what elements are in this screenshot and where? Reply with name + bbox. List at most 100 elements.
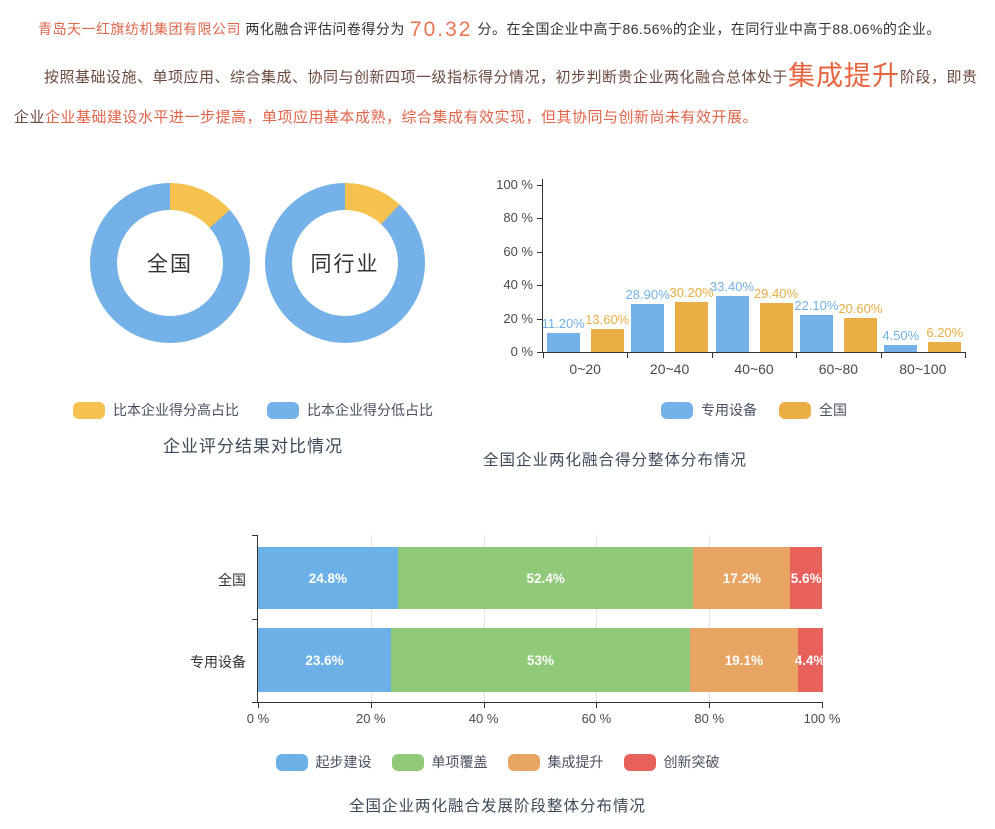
legend-swatch [391, 753, 424, 771]
legend-label: 比本企业得分高占比 [113, 402, 239, 418]
stacked-bar-row: 24.8% 52.4% 17.2% 5.6% [258, 547, 822, 609]
x-axis-tick-label: 0 % [246, 711, 270, 726]
legend-item[interactable]: 单项覆盖 [391, 752, 488, 772]
x-axis-tick [965, 352, 966, 358]
y-axis-tick-label: 20 % [503, 310, 533, 326]
segment-value-label: 19.1% [724, 652, 764, 668]
stacked-bar-segment: 5.6% [790, 547, 822, 609]
donut-hole: 全国 [117, 210, 223, 316]
x-axis-category-label: 80~100 [899, 361, 947, 377]
gridline [370, 535, 372, 702]
y-axis-tick-label: 80 % [503, 210, 533, 226]
legend-item[interactable]: 起步建设 [275, 752, 372, 772]
legend-label: 创新突破 [663, 754, 720, 770]
legend-label: 专用设备 [701, 402, 757, 418]
x-axis-tick [370, 702, 372, 708]
legend-item[interactable]: 专用设备 [661, 400, 757, 420]
x-axis-line [542, 352, 966, 353]
segment-value-label: 5.6% [790, 570, 822, 586]
donut-center-label: 同行业 [310, 253, 380, 276]
stacked-bar-segment: 53% [391, 628, 690, 692]
legend-swatch [73, 401, 105, 419]
y-axis-tick [252, 702, 258, 703]
x-axis-tick [596, 702, 598, 708]
company-name: 青岛天一红旗纺机集团有限公司 [38, 21, 241, 37]
bar-chart-legend: 专用设备 全国 [543, 400, 965, 420]
y-axis-tick-label: 100 % [496, 177, 533, 192]
y-axis-tick [252, 618, 258, 620]
legend-swatch [623, 753, 656, 771]
bar-chart-title: 全国企业两化融合得分整体分布情况 [482, 452, 748, 469]
legend-item[interactable]: 创新突破 [623, 752, 720, 772]
legend-swatch [507, 753, 540, 771]
bar [759, 302, 793, 352]
segment-value-label: 52.4% [526, 570, 565, 586]
bar [590, 329, 624, 352]
donut-chart-legend: 比本企业得分高占比 比本企业得分低占比 [23, 400, 483, 420]
bar [843, 317, 877, 352]
y-axis-tick [537, 285, 543, 287]
x-axis-tick [822, 702, 823, 708]
legend-label: 起步建设 [315, 754, 372, 770]
bar [799, 315, 833, 352]
y-axis-tick [537, 185, 543, 186]
x-axis-tick [483, 702, 485, 708]
bar-value-label: 20.60% [838, 300, 883, 316]
y-axis-tick [537, 218, 543, 220]
score-unit-text: 分。 [477, 21, 507, 37]
legend-swatch [661, 401, 693, 419]
assessment-stage-text: 集成提升 [788, 61, 901, 91]
bar [884, 344, 918, 352]
y-axis-tick-label: 40 % [503, 277, 533, 293]
legend-label: 单项覆盖 [431, 754, 488, 770]
x-axis-tick [880, 352, 882, 358]
bar [675, 301, 709, 352]
x-axis-tick [796, 352, 798, 358]
x-axis-category-label: 20~40 [649, 361, 690, 377]
x-axis-tick-label: 100 % [803, 711, 841, 726]
x-axis-tick [258, 702, 259, 708]
bar-value-label: 13.60% [585, 312, 630, 328]
legend-item[interactable]: 全国 [779, 400, 847, 420]
bar-value-label: 33.40% [709, 279, 755, 295]
x-axis-category-label: 60~80 [818, 361, 859, 377]
bar-value-label: 29.40% [753, 285, 799, 301]
bar [715, 296, 749, 352]
y-axis-line [542, 179, 543, 353]
y-axis-tick [537, 251, 543, 253]
donut-center-label: 全国 [147, 253, 193, 276]
x-axis-tick [627, 352, 629, 358]
y-axis-tick [537, 352, 543, 353]
segment-value-label: 23.6% [305, 652, 344, 668]
legend-swatch [779, 401, 811, 419]
x-axis-tick-label: 80 % [694, 711, 725, 726]
x-axis-tick [709, 702, 711, 708]
legend-item[interactable]: 比本企业得分低占比 [267, 400, 433, 420]
segment-value-label: 53% [527, 652, 555, 668]
legend-item[interactable]: 集成提升 [507, 752, 604, 772]
bar-chart-plot: 0 % 20 % 40 % 60 % 80 % 100 % 0~20 11.20% 13.60%… [496, 177, 966, 377]
x-axis-tick-label: 40 % [468, 711, 499, 726]
bar-value-label: 4.50% [882, 327, 920, 343]
legend-swatch [267, 401, 299, 419]
bar-value-label: 22.10% [794, 298, 839, 314]
stacked-bar-segment: 17.2% [693, 547, 791, 609]
x-axis-tick [543, 352, 544, 358]
y-axis-tick [252, 535, 258, 536]
segment-value-label: 24.8% [308, 570, 348, 586]
assessment-detail-text: 企业基础建设水平进一步提高，单项应用基本成熟，综合集成有效实现，但其协同与创新尚… [45, 109, 759, 126]
bar-value-label: 11.20% [541, 316, 585, 332]
assessment-lead-text: 按照基础设施、单项应用、综合集成、协同与创新四项一级指标得分情况，初步判断贵企业… [44, 69, 789, 86]
x-axis-tick-label: 20 % [355, 711, 386, 726]
gridline [709, 535, 711, 702]
legend-item[interactable]: 比本企业得分高占比 [73, 400, 239, 420]
legend-label: 全国 [819, 402, 847, 418]
stacked-bar-row: 23.6% 53% 19.1% 4.4% [258, 628, 826, 692]
gridline [483, 535, 485, 702]
bar [631, 303, 665, 352]
stacked-chart-legend: 起步建设 单项覆盖 集成提升 创新突破 [0, 752, 995, 772]
segment-value-label: 17.2% [722, 570, 762, 586]
x-axis-tick [711, 352, 713, 358]
bar [546, 333, 580, 352]
x-axis-tick-label: 60 % [581, 711, 612, 726]
